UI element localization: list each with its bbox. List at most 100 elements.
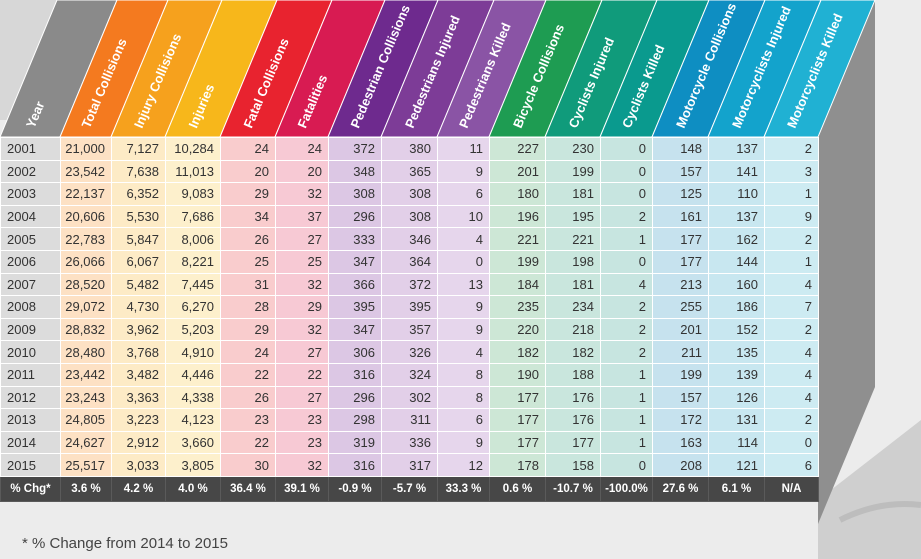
value-cell: 26 — [220, 385, 276, 410]
value-cell: 7,638 — [111, 159, 166, 184]
value-cell: 227 — [489, 137, 546, 161]
table-row: 2005 22,783 5,847 8,006 26 27 333 346 4 221 221 1 17… — [0, 227, 819, 251]
value-cell: 2 — [764, 227, 819, 251]
year-cell: 2009 — [0, 317, 61, 342]
value-cell: 29 — [220, 317, 276, 342]
value-cell: 3,805 — [165, 453, 221, 477]
value-cell: 24,627 — [60, 430, 112, 455]
year-cell: 2006 — [0, 249, 61, 274]
value-cell: 157 — [652, 385, 709, 410]
value-cell: 37 — [275, 204, 329, 229]
value-cell: 8 — [437, 362, 490, 387]
percent-change-cell: 6.1 % — [708, 475, 765, 502]
value-cell: 3,660 — [165, 430, 221, 455]
year-cell: 2005 — [0, 227, 61, 251]
value-cell: 29,072 — [60, 295, 112, 319]
value-cell: 2 — [600, 340, 653, 364]
value-cell: 137 — [708, 137, 765, 161]
value-cell: 131 — [708, 408, 765, 432]
value-cell: 364 — [381, 249, 438, 274]
table-row: 2015 25,517 3,033 3,805 30 32 316 317 12 178 158 0 2… — [0, 453, 819, 477]
percent-change-cell: -10.7 % — [545, 475, 601, 502]
value-cell: 319 — [328, 430, 382, 455]
value-cell: 302 — [381, 385, 438, 410]
value-cell: 5,203 — [165, 317, 221, 342]
value-cell: 29 — [275, 295, 329, 319]
value-cell: 152 — [708, 317, 765, 342]
column-header: Injuries — [164, 0, 278, 138]
percent-change-label: % Chg* — [0, 475, 61, 502]
percent-change-cell: 3.6 % — [60, 475, 112, 502]
percent-change-cell: 4.2 % — [111, 475, 166, 502]
table-row: 2012 23,243 3,363 4,338 26 27 296 302 8 177 176 1 15… — [0, 385, 819, 410]
value-cell: 27 — [275, 227, 329, 251]
value-cell: 21,000 — [60, 137, 112, 161]
year-cell: 2003 — [0, 182, 61, 206]
value-cell: 181 — [545, 272, 601, 297]
table-row: 2011 23,442 3,482 4,446 22 22 316 324 8 190 188 1 19… — [0, 362, 819, 387]
value-cell: 23,243 — [60, 385, 112, 410]
value-cell: 190 — [489, 362, 546, 387]
value-cell: 0 — [600, 453, 653, 477]
value-cell: 201 — [652, 317, 709, 342]
value-cell: 7,445 — [165, 272, 221, 297]
year-cell: 2012 — [0, 385, 61, 410]
value-cell: 181 — [545, 182, 601, 206]
value-cell: 218 — [545, 317, 601, 342]
value-cell: 27 — [275, 385, 329, 410]
table-row: 2004 20,606 5,530 7,686 34 37 296 308 10 196 195 2 1… — [0, 204, 819, 229]
value-cell: 6 — [437, 182, 490, 206]
value-cell: 8,006 — [165, 227, 221, 251]
value-cell: 114 — [708, 430, 765, 455]
value-cell: 196 — [489, 204, 546, 229]
value-cell: 24,805 — [60, 408, 112, 432]
value-cell: 5,482 — [111, 272, 166, 297]
value-cell: 126 — [708, 385, 765, 410]
value-cell: 186 — [708, 295, 765, 319]
value-cell: 1 — [600, 408, 653, 432]
value-cell: 0 — [437, 249, 490, 274]
value-cell: 208 — [652, 453, 709, 477]
value-cell: 3 — [764, 159, 819, 184]
value-cell: 178 — [489, 453, 546, 477]
table-row: 2003 22,137 6,352 9,083 29 32 308 308 6 180 181 0 12… — [0, 182, 819, 206]
value-cell: 27 — [275, 340, 329, 364]
value-cell: 135 — [708, 340, 765, 364]
value-cell: 4,123 — [165, 408, 221, 432]
value-cell: 182 — [545, 340, 601, 364]
value-cell: 13 — [437, 272, 490, 297]
table-row: 2013 24,805 3,223 4,123 23 23 298 311 6 177 176 1 17… — [0, 408, 819, 432]
value-cell: 23 — [220, 408, 276, 432]
value-cell: 296 — [328, 204, 382, 229]
value-cell: 25 — [220, 249, 276, 274]
year-cell: 2004 — [0, 204, 61, 229]
year-cell: 2007 — [0, 272, 61, 297]
value-cell: 177 — [489, 430, 546, 455]
value-cell: 234 — [545, 295, 601, 319]
value-cell: 7 — [764, 295, 819, 319]
value-cell: 139 — [708, 362, 765, 387]
value-cell: 199 — [652, 362, 709, 387]
table-row: 2014 24,627 2,912 3,660 22 23 319 336 9 177 177 1 16… — [0, 430, 819, 455]
value-cell: 6,067 — [111, 249, 166, 274]
value-cell: 20 — [275, 159, 329, 184]
value-cell: 1 — [600, 385, 653, 410]
value-cell: 199 — [545, 159, 601, 184]
value-cell: 317 — [381, 453, 438, 477]
percent-change-cell: 0.6 % — [489, 475, 546, 502]
value-cell: 4,730 — [111, 295, 166, 319]
table-side-panel — [818, 0, 875, 524]
value-cell: 22 — [220, 362, 276, 387]
value-cell: 2 — [600, 317, 653, 342]
year-cell: 2002 — [0, 159, 61, 184]
year-cell: 2010 — [0, 340, 61, 364]
value-cell: 1 — [600, 227, 653, 251]
value-cell: 5,847 — [111, 227, 166, 251]
value-cell: 26 — [220, 227, 276, 251]
value-cell: 199 — [489, 249, 546, 274]
percent-change-cell: 27.6 % — [652, 475, 709, 502]
value-cell: 3,363 — [111, 385, 166, 410]
value-cell: 6,270 — [165, 295, 221, 319]
value-cell: 4 — [600, 272, 653, 297]
value-cell: 6 — [764, 453, 819, 477]
